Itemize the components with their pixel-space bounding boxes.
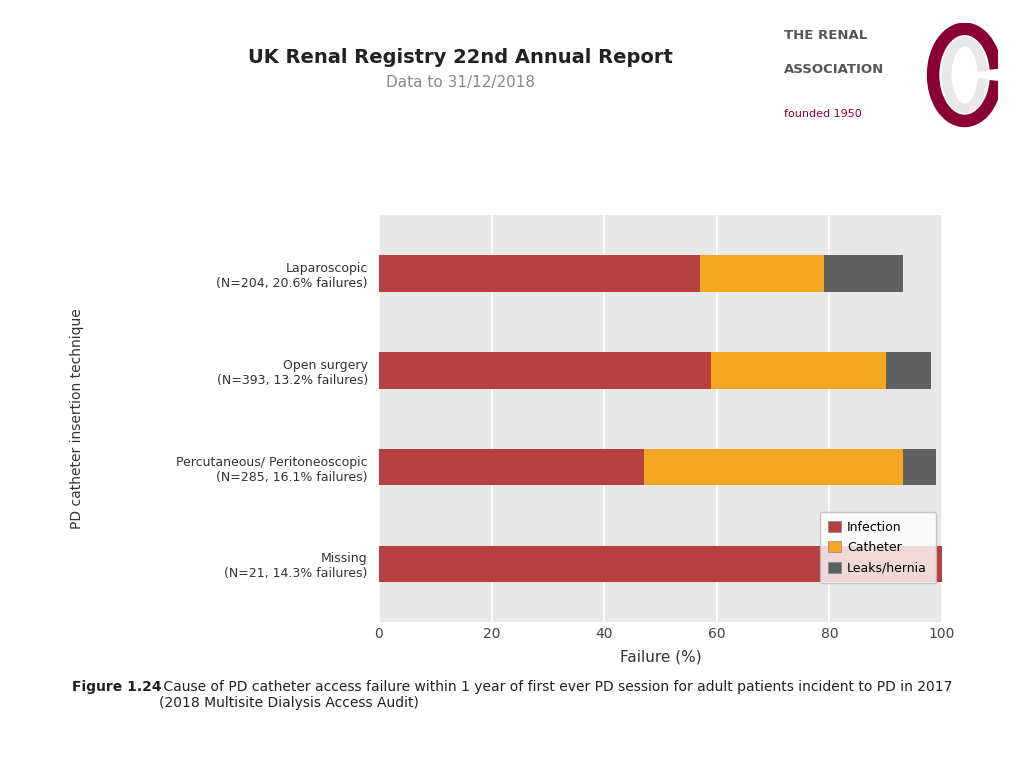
Bar xyxy=(379,545,942,582)
Text: PD catheter insertion technique: PD catheter insertion technique xyxy=(70,308,84,529)
Legend: Infection, Catheter, Leaks/hernia: Infection, Catheter, Leaks/hernia xyxy=(819,511,936,583)
Bar xyxy=(379,255,700,292)
Text: Figure 1.24: Figure 1.24 xyxy=(72,680,162,694)
Bar xyxy=(823,255,903,292)
Text: founded 1950: founded 1950 xyxy=(784,110,862,120)
Bar xyxy=(700,255,823,292)
Bar xyxy=(711,352,886,389)
Text: Cause of PD catheter access failure within 1 year of first ever PD session for a: Cause of PD catheter access failure with… xyxy=(159,680,952,710)
X-axis label: Failure (%): Failure (%) xyxy=(620,649,701,664)
Bar xyxy=(903,449,937,485)
Text: THE RENAL: THE RENAL xyxy=(784,28,867,41)
Bar xyxy=(886,352,931,389)
Text: UK Renal Registry 22nd Annual Report: UK Renal Registry 22nd Annual Report xyxy=(249,48,673,67)
Bar xyxy=(379,352,711,389)
Bar xyxy=(644,449,903,485)
Bar xyxy=(379,449,644,485)
Text: ASSOCIATION: ASSOCIATION xyxy=(784,64,885,76)
Text: Data to 31/12/2018: Data to 31/12/2018 xyxy=(386,74,536,90)
